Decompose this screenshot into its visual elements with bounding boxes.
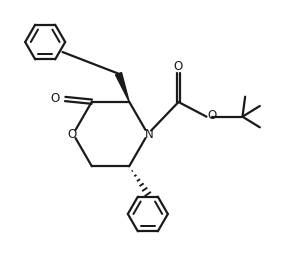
Text: O: O <box>50 92 59 105</box>
Text: O: O <box>174 60 183 73</box>
Text: N: N <box>145 128 154 140</box>
Polygon shape <box>115 73 129 102</box>
Text: O: O <box>208 109 217 122</box>
Text: O: O <box>67 128 76 140</box>
